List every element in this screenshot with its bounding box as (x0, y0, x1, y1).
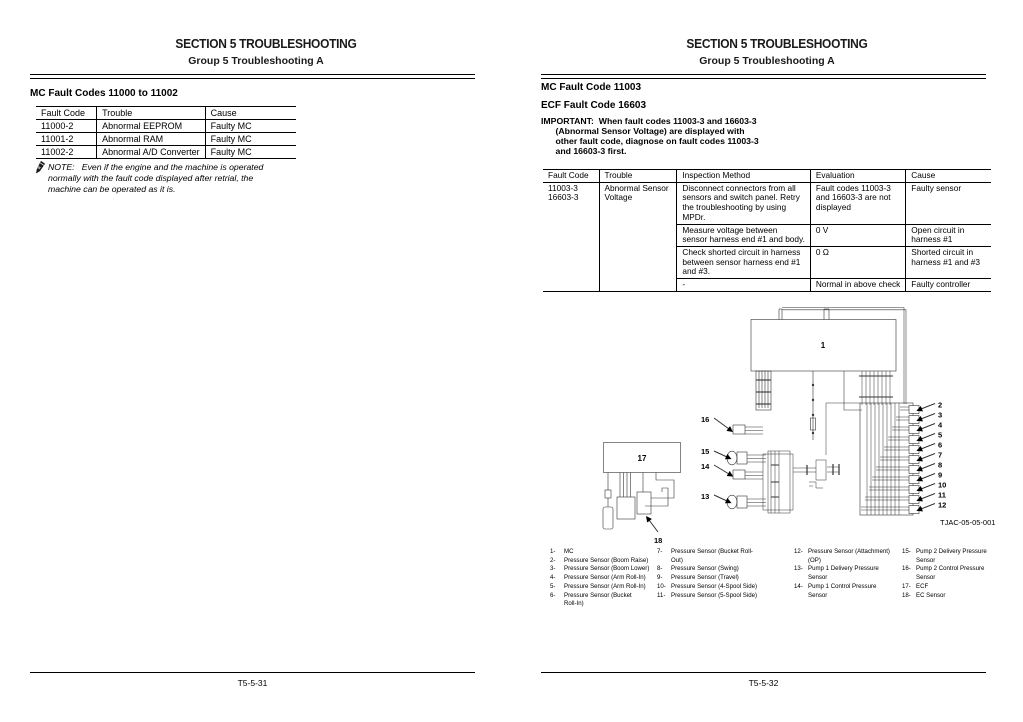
svg-text:12: 12 (938, 501, 946, 510)
svg-text:1: 1 (821, 341, 826, 350)
svg-text:11: 11 (938, 491, 946, 500)
svg-text:10: 10 (938, 481, 946, 490)
svg-text:4: 4 (938, 421, 943, 430)
svg-text:18: 18 (654, 536, 662, 545)
svg-text:5: 5 (938, 431, 942, 440)
svg-text:3: 3 (938, 411, 942, 420)
svg-text:16: 16 (701, 415, 709, 424)
svg-text:TJAC-05-05-001: TJAC-05-05-001 (940, 518, 995, 527)
svg-text:8: 8 (938, 461, 942, 470)
svg-text:13: 13 (701, 492, 709, 501)
svg-text:6: 6 (938, 441, 942, 450)
svg-text:9: 9 (938, 471, 942, 480)
svg-text:7: 7 (938, 451, 942, 460)
svg-text:17: 17 (638, 454, 647, 463)
svg-text:14: 14 (701, 462, 710, 471)
svg-text:2: 2 (938, 401, 942, 410)
svg-text:15: 15 (701, 447, 709, 456)
